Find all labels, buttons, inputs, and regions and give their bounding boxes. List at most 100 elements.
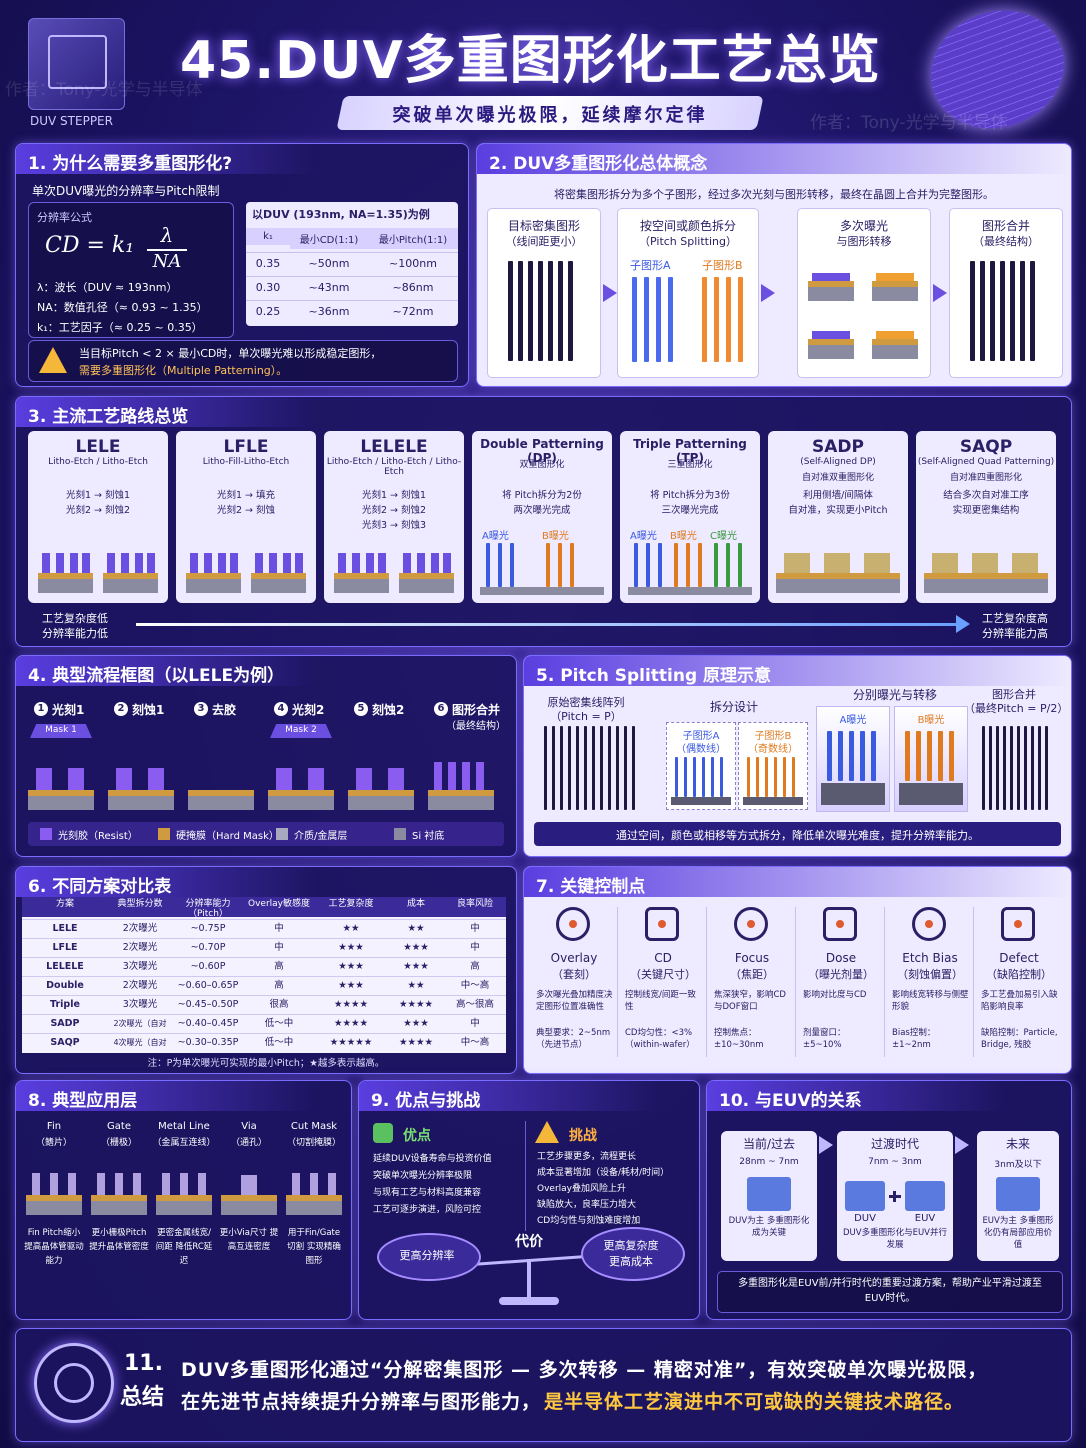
text: 三重图形化 [667, 460, 713, 470]
text: 中 [244, 919, 314, 939]
split-box: 子图形B （奇数线） [738, 722, 808, 810]
section-panel: 9. 优点与挑战 优点 延续DUV设备寿命与投资价值 突破单次曝光分辨率极限 与现有工艺… [358, 1080, 700, 1320]
text: 作者：Tony-光学与半导体 [810, 113, 1008, 133]
substrate [334, 579, 389, 593]
icon-dot [925, 920, 933, 928]
pattern-line [916, 731, 921, 781]
text: Mask 1 [45, 725, 77, 735]
section-title: 1. 为什么需要多重图形化? [28, 154, 233, 174]
text: 将 Pitch拆分为2份 [502, 490, 582, 501]
text: ★★ [388, 976, 444, 996]
text: DUV多重图形化通过“分解密集图形 — 多次转移 — 精密对准”，有效突破单次曝… [181, 1359, 988, 1381]
text: 去胶 [212, 703, 237, 717]
layer [188, 790, 254, 796]
text: DUV多重图形化与EUV并行发展 [843, 1228, 947, 1250]
text: 突破单次曝光分辨率极限 [373, 1171, 473, 1181]
text: 45.DUV多重图形化工艺总览 [180, 31, 881, 91]
fraction-line [147, 249, 187, 251]
feature [462, 762, 470, 790]
feature [338, 553, 346, 573]
era-card: 未来 3nm及以下 EUV为主 多重图形化仍有局部应用价值 [977, 1131, 1059, 1261]
text: 用于Fin/Gate切割 实现精确图形 [287, 1228, 341, 1266]
section-title: 3. 主流工艺路线总览 [28, 407, 189, 427]
feature [448, 762, 456, 790]
text: Triple Patterning (TP) [633, 437, 747, 465]
layer [251, 573, 306, 579]
substrate [924, 579, 1048, 593]
feature [308, 768, 324, 790]
caption-bar: 通过空间，颜色或相移等方式拆分，降低单次曝光难度，提升分辨率能力。 [534, 822, 1061, 846]
substrate [251, 579, 306, 593]
feature [148, 768, 164, 790]
pattern-line [1045, 726, 1048, 810]
layer [348, 790, 414, 796]
text: DUV STEPPER [30, 114, 113, 128]
feature [443, 553, 451, 573]
feature [68, 768, 84, 790]
layer [91, 1195, 147, 1201]
text: ~0.40–0.45P [172, 1014, 244, 1034]
route-card: LELELE Litho-Etch / Litho-Etch / Litho-Et… [324, 431, 464, 603]
pattern-line [990, 261, 995, 361]
text: Overlay敏感度 [244, 897, 314, 917]
pattern-line [658, 543, 662, 587]
icon [823, 907, 857, 941]
substrate [28, 796, 94, 810]
icon-dot [1014, 920, 1022, 928]
section-panel: 6. 不同方案对比表 方案 典型拆分数 分辨率能力（Pitch） Overlay敏感度工… [15, 866, 517, 1074]
text: ★★★ [388, 957, 444, 977]
text: 挑战 [569, 1128, 597, 1144]
pattern-line [849, 731, 854, 781]
text: 中 [444, 938, 506, 958]
pattern-line [558, 543, 562, 587]
text: 更密金属线宽/间距 降低RC延迟 [155, 1228, 213, 1266]
feature [50, 1173, 58, 1195]
text: 代价 [515, 1234, 543, 1250]
pattern-line [684, 757, 687, 797]
layer [924, 573, 1048, 579]
section-title: 4. 典型流程框图（以LELE为例） [28, 666, 285, 686]
pattern-line [726, 543, 730, 587]
text: 分辨率能力（Pitch） [172, 897, 244, 917]
text: 双重图形化 [519, 460, 565, 470]
text: 成本 [388, 897, 444, 917]
text: 剂量窗口：±5~10% [803, 1028, 846, 1050]
text: 子图形A [630, 259, 671, 272]
text: 3次曝光 [108, 957, 172, 977]
text: 分别曝光与转移 [852, 688, 937, 702]
pattern-line [738, 543, 742, 587]
text: B曝光 [542, 531, 569, 542]
text: 注：P为单次曝光可实现的最小Pitch；★越多表示越高。 [147, 1058, 385, 1069]
feature [431, 553, 439, 573]
text: 工艺复杂度低 [42, 612, 108, 625]
text: 自对准四重图形化 [949, 473, 1022, 483]
text: 工艺复杂度 [314, 897, 388, 917]
text: ~0.60P [172, 957, 244, 977]
arrow [955, 1136, 969, 1154]
pattern-line [568, 261, 573, 361]
text: 光刻2 → 刻蚀2 [361, 505, 427, 516]
warn-icon [535, 1121, 559, 1143]
text: 总结 [120, 1385, 165, 1410]
era-card: 过渡时代 7nm ~ 3nm DUV EUV DUV多重图形化与EUV并行发展 [837, 1131, 953, 1261]
pattern-line [675, 757, 678, 797]
pattern-line [1003, 726, 1006, 810]
layer [808, 281, 854, 287]
layer [38, 573, 93, 579]
substrate [808, 287, 854, 301]
pattern-line [624, 726, 627, 810]
text: （焦距） [730, 968, 774, 981]
text: （缺陷控制） [986, 968, 1052, 981]
text: 光刻1 → 刻蚀1 [361, 490, 427, 501]
text: 光刻胶（Resist） [58, 831, 138, 842]
text: Cut Mask [290, 1121, 338, 1132]
feature [198, 1173, 206, 1195]
route-card: SADP (Self-Aligned DP) 自对准双重图形化 利用侧墙/间隔体 自对准… [768, 431, 908, 603]
text: 光刻1 [52, 703, 85, 717]
divider [617, 907, 618, 1057]
text: Litho-Fill-Litho-Etch [202, 457, 290, 467]
pattern-line [970, 261, 975, 361]
logo-inner [48, 35, 107, 89]
feature [366, 553, 374, 573]
